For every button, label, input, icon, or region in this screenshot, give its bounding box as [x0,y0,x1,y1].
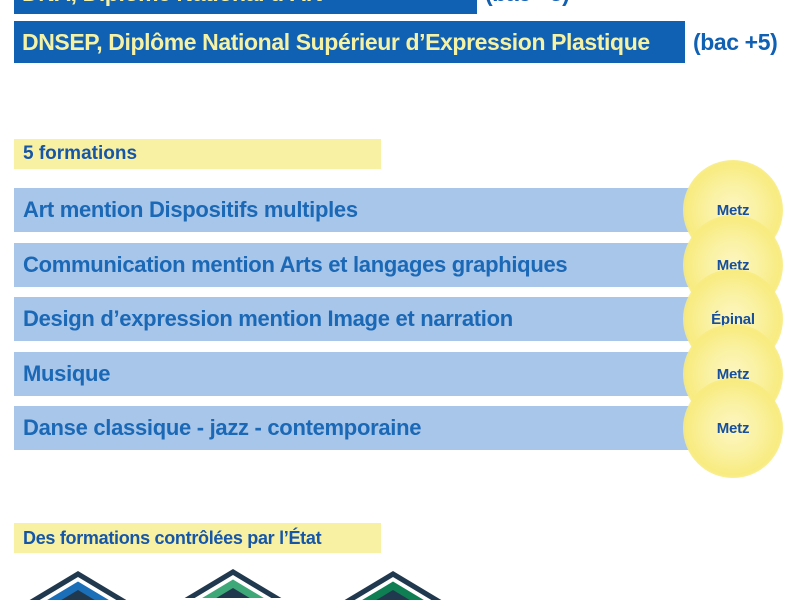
formation-title: Communication mention Arts et langages g… [23,252,568,277]
diploma-line-dnsep: DNSEP, Diplôme National Supérieur d’Expr… [14,21,778,63]
formations-count-text: 5 formations [23,143,138,164]
diploma-banner-dnsep: DNSEP, Diplôme National Supérieur d’Expr… [14,21,685,63]
formation-title: Musique [23,361,111,386]
formation-row: Art mention Dispositifs multiples [14,188,690,232]
diploma-banner-dna: DNA, Diplôme National d’Art [14,0,477,14]
city-name: Metz [716,419,750,437]
state-certified-label: Des formations contrôlées par l’État [14,523,381,553]
diploma-name: DNSEP, Diplôme National Supérieur d’Expr… [22,28,650,55]
diploma-line-dna: DNA, Diplôme National d’Art (bac +3) [14,0,570,14]
state-certified-text: Des formations contrôlées par l’État [23,527,322,548]
city-name: Épinal [711,310,755,328]
formation-title: Design d’expression mention Image et nar… [23,306,513,331]
formation-row: Musique [14,352,690,396]
diploma-name: DNA, Diplôme National d’Art [22,0,322,7]
diploma-level: (bac +5) [693,28,778,55]
diploma-level: (bac +3) [485,0,570,7]
chevron-badge-light-green-icon [148,566,318,598]
formation-title: Danse classique - jazz - contemporaine [23,415,422,440]
chevron-badge-blue-icon [0,568,163,600]
formations-count-label: 5 formations [14,139,381,169]
formation-row: Design d’expression mention Image et nar… [14,297,690,341]
formation-title: Art mention Dispositifs multiples [23,197,358,222]
city-name: Metz [716,201,750,219]
formation-row: Danse classique - jazz - contemporaine [14,406,690,450]
chevron-badge-dark-green-icon [308,568,478,600]
formation-row: Communication mention Arts et langages g… [14,243,690,287]
city-badge: Metz [683,378,783,478]
